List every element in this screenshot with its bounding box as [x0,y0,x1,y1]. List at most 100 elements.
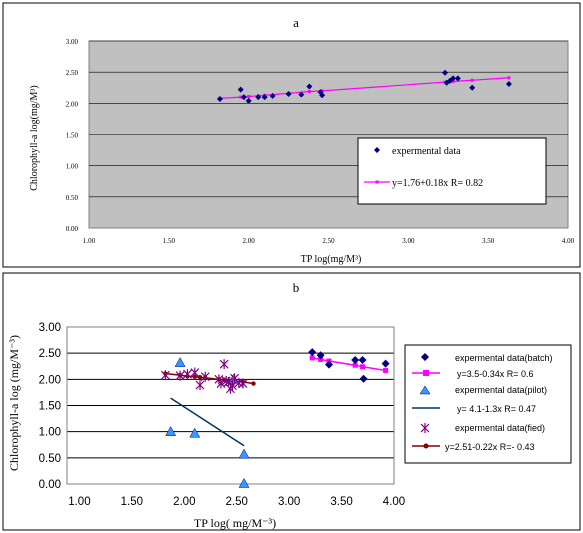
panel-b-batch-fit-marker [318,356,324,362]
panel-a-data-point [237,86,244,93]
panel-b-y-tick-label: 0.00 [39,479,61,491]
panel-a-y-tick-label: 3.00 [66,38,79,46]
panel-a-legend: expermental data y=1.76+0.18x R= 0.82 [357,137,547,205]
panel-a-x-axis-label: TP log(mg/M³) [301,254,362,265]
panel-a-y-tick-label: 1.00 [66,163,79,171]
panel-b-batch-fit-marker [383,367,389,373]
panel-a-data-point [240,94,247,101]
panel-a-data-point [469,84,476,91]
panel-b-x-tick-label: 2.50 [226,496,248,508]
panel-a-legend-marker-fit-square [375,180,379,184]
panel-a-data-point [442,69,449,76]
panel-a-legend-box [357,137,547,205]
panel-b-x-tick-label: 2.00 [173,496,195,508]
panel-a-legend-marker-data [374,147,380,153]
panel-a-y-tick-label: 0.00 [66,225,79,233]
panel-b-legend-marker-field-fit-dot [423,443,429,449]
panel-b-field-point [195,380,205,391]
panel-b-pilot-point [238,477,250,488]
panel-a-label: a [293,15,299,30]
panel-b-batch-fit-marker [309,355,315,361]
panel-b-batch-point [324,360,333,369]
panel-b-x-tick-label: 1.00 [68,496,90,508]
panel-b-field-point [160,370,170,381]
panel-b-legend-marker-batch [421,353,429,361]
panel-b-batch-point [359,374,368,383]
panel-b-y-tick-label: 0.50 [39,453,61,465]
panel-a-x-tick-label: 4.00 [562,237,575,245]
panel-a-x-tick-label: 2.50 [322,237,335,245]
panel-b-legend-label-batch: expermental data(batch) [455,353,553,363]
panel-a-y-tick-label: 2.50 [66,69,79,77]
panel-a-legend-label-data: expermental data [392,146,461,157]
panel-b-legend-label-pilot-fit: y= 4.1-1.3x R= 0.47 [457,404,536,414]
panel-a-data-point [454,75,461,82]
panel-a-data-point [306,83,313,90]
panel-b-field-point [200,371,210,382]
panel-b-y-tick-label: 3.00 [39,322,61,334]
panel-a-x-tick-label: 2.00 [243,237,256,245]
panel-a-fit-marker [507,76,511,80]
panel-b-field-point [216,378,226,389]
panel-a-data-point [261,94,268,101]
panel-b-legend-label-pilot: expermental data(pilot) [455,385,547,395]
panel-b-legend-box [404,344,572,464]
panel-a-data-point [255,94,262,101]
panel-a-data-point [285,90,292,97]
panel-b-field-fit-marker [251,381,256,386]
panel-b-plot-area [66,326,395,485]
panel-a-y-tick-label: 2.00 [66,100,79,108]
panel-b-batch-point [381,359,390,368]
panel-b-pilot-point [165,426,177,436]
panel-b-x-tick-label: 3.50 [330,496,352,508]
panel-a-data-point [319,92,326,99]
panel-a-fit-marker [307,89,311,93]
panel-b-batch-point [351,355,360,364]
panel-a-data-point [450,75,457,82]
panel-b-y-tick-label: 1.00 [39,427,61,439]
panel-a-data-point [505,81,512,88]
panel-b-pilot-point [238,448,250,459]
panel-a-data-point [269,92,276,99]
panel-b-y-tick-label: 2.00 [39,374,61,386]
panel-b-legend-marker-pilot [419,385,431,395]
panel-b-pilot-fit-line [170,397,245,447]
panel-a-data-point [216,95,223,102]
panel-b-field-point [219,359,229,370]
panel-a-x-tick-label: 1.00 [83,237,96,245]
panel-a-y-axis-label: Chlorophyll-a log(mg/M³) [29,85,40,191]
panel-a-x-tick-label: 1.50 [163,237,176,245]
panel-a-fit-marker [451,80,455,84]
panel-b-legend-label-batch-fit: y=3.5-0.34x R= 0.6 [457,369,534,379]
panel-a-y-tick-label: 1.50 [66,132,79,140]
panel-b-legend-marker-field [420,423,430,433]
panel-b-field-point [175,370,185,381]
panel-b-pilot-point [174,357,186,367]
panel-a-legend-label-fit: y=1.76+0.18x R= 0.82 [392,178,483,189]
panel-b-field-point [190,367,200,378]
panel-b-x-tick-label: 3.00 [278,496,300,508]
panel-b-batch-fit-marker [360,364,366,370]
panel-a-fit-marker [239,95,243,99]
panel-b-batch-point [308,348,317,357]
panel-b-label: b [293,280,300,295]
panel-a-x-tick-label: 3.00 [402,237,415,245]
panel-b-y-tick-label: 2.50 [39,348,61,360]
panel-b-pilot-point [189,427,201,438]
panel-a-y-tick-label: 0.50 [66,194,79,202]
panel-a-fit-marker [247,94,251,98]
panel-b-field-point [183,369,192,380]
panel-b-legend-label-field: expermental data(fied) [455,423,545,433]
panel-b-legend: expermental data(batch) y=3.5-0.34x R= 0… [404,344,572,464]
panel-b-batch-point [316,351,325,360]
panel-a-data-point [298,91,305,98]
panel-a-x-tick-label: 3.50 [482,237,495,245]
panel-b-batch-point [358,355,367,364]
panel-b-legend-marker-batch-fit-square [423,370,429,376]
panel-b-field-point [238,378,248,389]
panel-a-fit-marker [470,78,474,82]
panel-b-y-axis-label: Chlorophyll-a log (mg/M⁻³) [7,335,21,471]
panel-b-y-tick-label: 1.50 [39,401,61,413]
panel-b-x-axis-label: TP log( mg/M⁻³) [194,516,276,530]
